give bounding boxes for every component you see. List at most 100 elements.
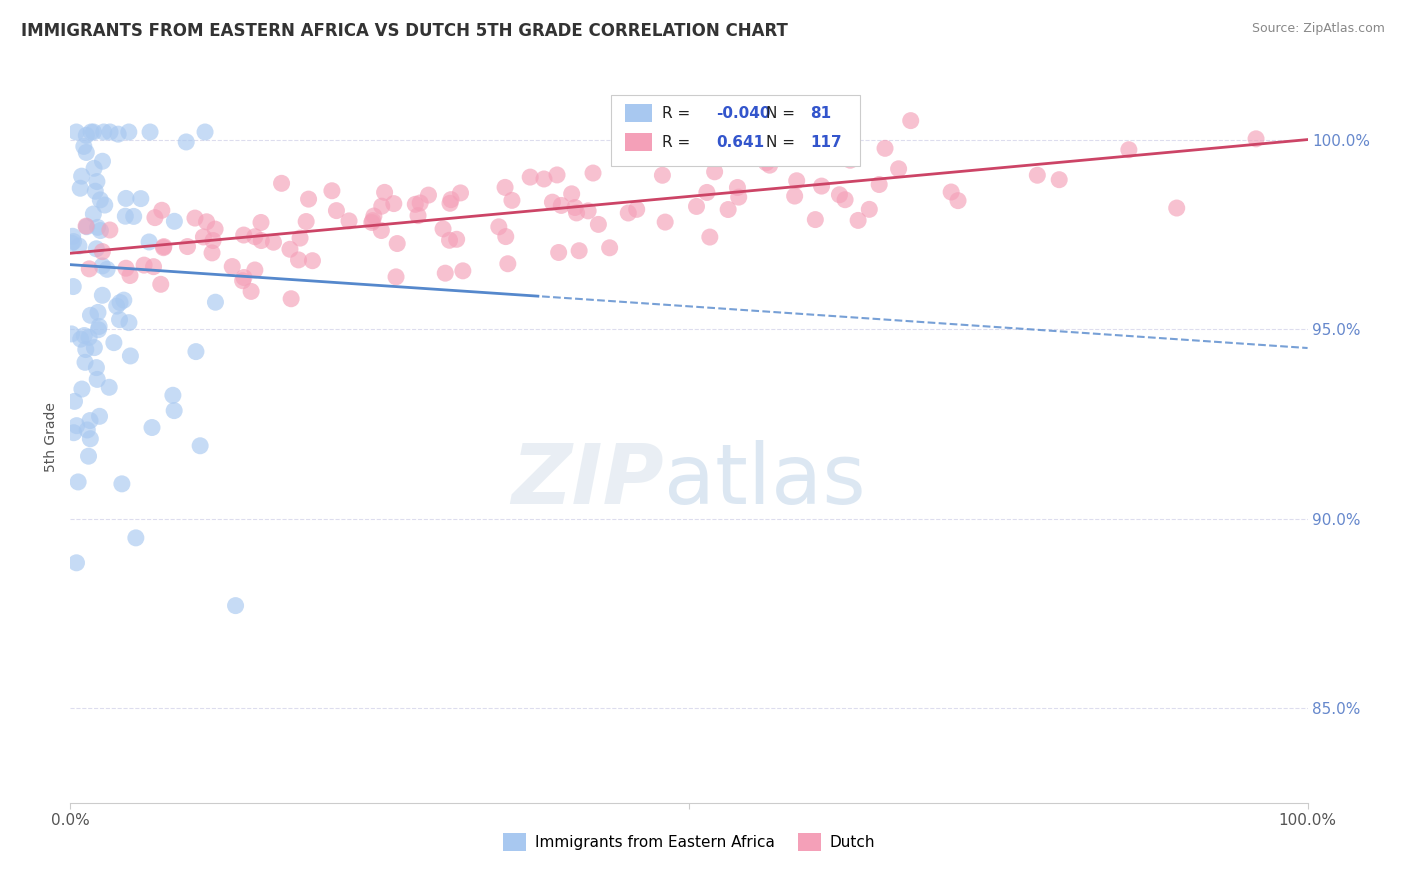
Text: R =: R = — [662, 105, 695, 120]
Point — [195, 215, 218, 229]
Point — [839, 153, 862, 168]
Text: 81: 81 — [810, 105, 831, 120]
Point — [783, 189, 806, 203]
Point — [89, 409, 111, 424]
Point — [86, 372, 108, 386]
Point — [98, 125, 121, 139]
Point — [98, 223, 121, 237]
Point — [786, 174, 808, 188]
Point — [834, 193, 856, 207]
Point — [409, 196, 432, 211]
Point — [280, 292, 302, 306]
Point — [519, 170, 541, 185]
Point — [371, 199, 394, 213]
Point — [807, 151, 830, 165]
Point — [77, 449, 100, 463]
Point — [67, 239, 90, 253]
Point — [439, 196, 461, 211]
Point — [946, 194, 969, 208]
Point — [125, 531, 148, 545]
Point — [163, 403, 186, 417]
Point — [162, 388, 184, 402]
Point — [1244, 132, 1267, 146]
Point — [278, 242, 301, 256]
Point — [118, 316, 141, 330]
Point — [62, 425, 84, 440]
Point — [858, 202, 880, 217]
Point — [138, 235, 160, 249]
Point — [118, 268, 141, 283]
Point — [325, 203, 347, 218]
Point — [546, 168, 568, 182]
Point — [73, 139, 96, 153]
Point — [685, 199, 707, 213]
Point — [297, 192, 319, 206]
Point — [204, 295, 226, 310]
Point — [626, 202, 648, 217]
Point — [80, 125, 103, 139]
Point — [617, 206, 640, 220]
Point — [62, 279, 84, 293]
Point — [432, 222, 454, 236]
Point — [107, 127, 129, 141]
Point — [115, 261, 138, 276]
Point — [66, 418, 89, 433]
Point — [83, 125, 105, 139]
Point — [188, 439, 211, 453]
Point — [494, 180, 516, 194]
Point — [67, 475, 90, 489]
Point — [374, 186, 396, 200]
Point — [418, 188, 440, 202]
Point — [89, 223, 111, 237]
Point — [1118, 143, 1140, 157]
Point — [288, 231, 311, 245]
Point — [82, 207, 104, 221]
Point — [75, 219, 97, 233]
Point — [725, 180, 748, 194]
Point — [176, 239, 198, 253]
Point — [434, 266, 457, 280]
Point — [727, 190, 749, 204]
Point — [150, 203, 173, 218]
Point — [1047, 172, 1070, 186]
Point — [60, 236, 83, 251]
Point — [495, 229, 517, 244]
Point — [488, 219, 510, 234]
Point — [337, 214, 360, 228]
Point — [132, 258, 155, 272]
Point — [846, 213, 869, 227]
Point — [115, 191, 138, 205]
Point — [1026, 168, 1049, 182]
Point — [105, 299, 128, 313]
Bar — [624, 104, 652, 122]
Point — [89, 193, 111, 207]
Point — [370, 223, 392, 237]
Point — [243, 229, 266, 244]
FancyBboxPatch shape — [612, 95, 859, 167]
Point — [202, 234, 225, 248]
Point — [139, 125, 162, 139]
Point — [141, 420, 163, 434]
Point — [576, 203, 599, 218]
Point — [582, 166, 605, 180]
Point — [111, 476, 134, 491]
Point — [321, 184, 343, 198]
Point — [696, 186, 718, 200]
Point — [103, 335, 125, 350]
Point — [153, 240, 176, 254]
Point — [63, 394, 86, 409]
Point — [120, 349, 142, 363]
Point — [762, 142, 785, 156]
Point — [654, 215, 676, 229]
Point — [450, 186, 472, 200]
Point — [360, 215, 382, 229]
Point — [69, 332, 91, 346]
Point — [588, 218, 610, 232]
Point — [91, 288, 114, 302]
Point — [550, 198, 572, 212]
Point — [834, 150, 856, 164]
Point — [75, 128, 97, 143]
Point — [301, 253, 323, 268]
Point — [599, 241, 621, 255]
Point — [810, 179, 832, 194]
